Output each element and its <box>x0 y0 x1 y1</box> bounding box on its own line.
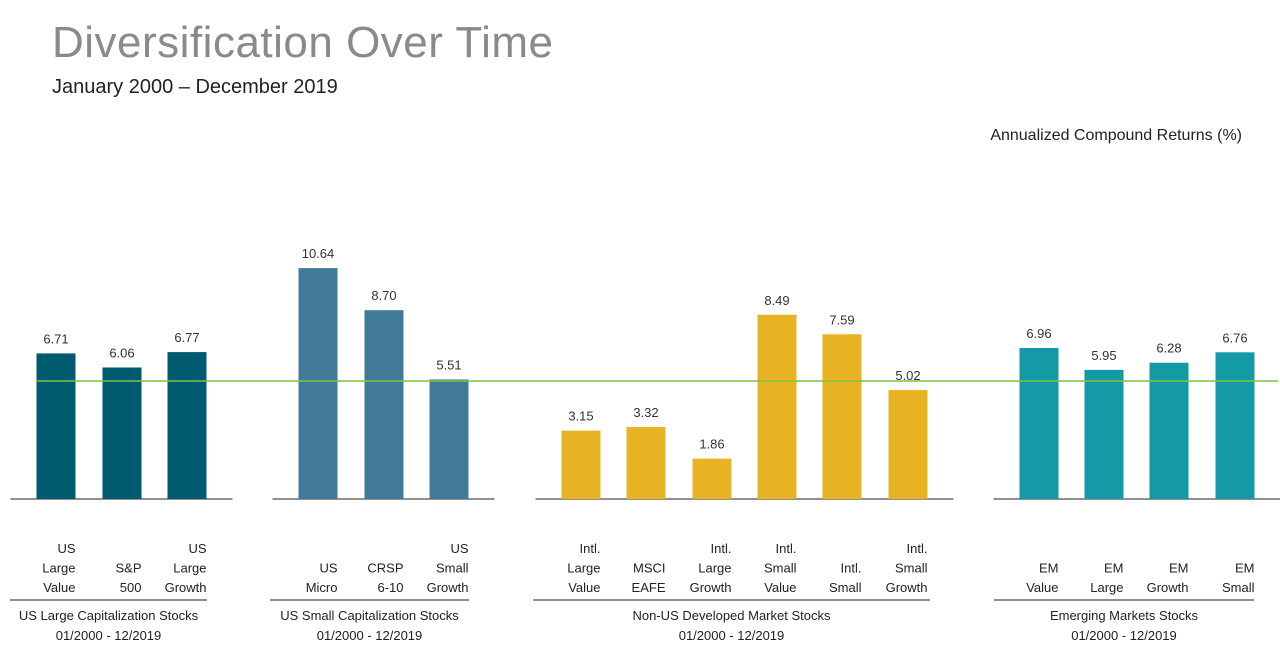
group-name-0: US Large Capitalization Stocks <box>19 608 199 623</box>
category-label-3-2-0: EM <box>1169 561 1189 576</box>
category-label-1-0-0: US <box>319 561 337 576</box>
category-label-2-5-2: Growth <box>886 580 928 595</box>
value-label-3-0: 6.96 <box>1026 326 1051 341</box>
bar-0-1 <box>102 367 142 499</box>
category-label-1-2-1: Small <box>436 561 469 576</box>
group-period-0: 01/2000 - 12/2019 <box>56 628 162 643</box>
category-label-2-1-0: MSCI <box>633 561 666 576</box>
category-label-2-0-2: Value <box>568 580 600 595</box>
category-label-3-3-0: EM <box>1235 561 1255 576</box>
bar-2-3 <box>757 314 797 499</box>
chart-subtitle: January 2000 – December 2019 <box>52 76 338 98</box>
category-label-0-0-2: Value <box>43 580 75 595</box>
value-label-3-1: 5.95 <box>1091 348 1116 363</box>
group-name-2: Non-US Developed Market Stocks <box>633 608 831 623</box>
category-label-1-2-2: Growth <box>427 580 469 595</box>
bar-2-5 <box>888 390 928 499</box>
category-label-2-3-1: Small <box>764 561 797 576</box>
value-label-1-1: 8.70 <box>371 288 396 303</box>
group-period-3: 01/2000 - 12/2019 <box>1071 628 1177 643</box>
category-label-2-4-0: Intl. <box>841 561 862 576</box>
category-label-0-1-0: S&P <box>115 561 141 576</box>
value-label-2-2: 1.86 <box>699 437 724 452</box>
bar-2-0 <box>561 430 601 499</box>
bar-2-2 <box>692 458 732 499</box>
category-label-0-1-1: 500 <box>120 580 142 595</box>
value-label-3-3: 6.76 <box>1222 330 1247 345</box>
bar-3-3 <box>1215 352 1255 499</box>
value-label-0-0: 6.71 <box>43 331 68 346</box>
chart-title: Diversification Over Time <box>52 18 554 67</box>
category-label-2-3-2: Value <box>764 580 796 595</box>
value-label-2-4: 7.59 <box>829 312 854 327</box>
category-label-2-0-0: Intl. <box>580 541 601 556</box>
category-label-2-5-0: Intl. <box>907 541 928 556</box>
bar-0-2 <box>167 352 207 499</box>
category-label-0-2-0: US <box>188 541 206 556</box>
value-label-0-2: 6.77 <box>174 330 199 345</box>
category-label-2-4-1: Small <box>829 580 862 595</box>
category-label-3-2-1: Growth <box>1147 580 1189 595</box>
category-label-2-2-0: Intl. <box>711 541 732 556</box>
bar-1-0 <box>298 268 338 499</box>
category-label-0-0-0: US <box>57 541 75 556</box>
value-label-2-5: 5.02 <box>895 368 920 383</box>
category-label-2-2-2: Growth <box>690 580 732 595</box>
category-label-3-0-1: Value <box>1026 580 1058 595</box>
category-label-2-2-1: Large <box>698 561 731 576</box>
bar-3-1 <box>1084 369 1124 499</box>
group-name-1: US Small Capitalization Stocks <box>280 608 459 623</box>
group-period-1: 01/2000 - 12/2019 <box>317 628 423 643</box>
category-label-0-0-1: Large <box>42 561 75 576</box>
category-label-0-2-1: Large <box>173 561 206 576</box>
category-label-2-1-1: EAFE <box>632 580 666 595</box>
value-label-2-0: 3.15 <box>568 409 593 424</box>
category-label-3-3-1: Small <box>1222 580 1255 595</box>
units-label: Annualized Compound Returns (%) <box>990 127 1242 144</box>
value-label-1-0: 10.64 <box>302 246 335 261</box>
group-period-2: 01/2000 - 12/2019 <box>679 628 785 643</box>
value-label-3-2: 6.28 <box>1156 341 1181 356</box>
bar-1-1 <box>364 310 404 499</box>
value-label-0-1: 6.06 <box>109 345 134 360</box>
value-label-1-2: 5.51 <box>436 357 461 372</box>
value-label-2-3: 8.49 <box>764 293 789 308</box>
category-label-1-0-1: Micro <box>306 580 338 595</box>
category-label-2-5-1: Small <box>895 561 928 576</box>
bar-1-2 <box>429 379 469 499</box>
category-label-1-2-0: US <box>450 541 468 556</box>
group-name-3: Emerging Markets Stocks <box>1050 608 1199 623</box>
bar-0-0 <box>36 353 76 499</box>
category-label-2-3-0: Intl. <box>776 541 797 556</box>
category-label-2-0-1: Large <box>567 561 600 576</box>
category-label-1-1-1: 6-10 <box>377 580 403 595</box>
bar-3-2 <box>1149 362 1189 499</box>
category-label-1-1-0: CRSP <box>367 561 403 576</box>
bar-3-0 <box>1019 347 1059 499</box>
category-label-0-2-2: Growth <box>165 580 207 595</box>
category-label-3-0-0: EM <box>1039 561 1059 576</box>
bar-2-1 <box>626 426 666 499</box>
category-label-3-1-0: EM <box>1104 561 1124 576</box>
category-label-3-1-1: Large <box>1090 580 1123 595</box>
bar-2-4 <box>822 334 862 499</box>
value-label-2-1: 3.32 <box>633 405 658 420</box>
